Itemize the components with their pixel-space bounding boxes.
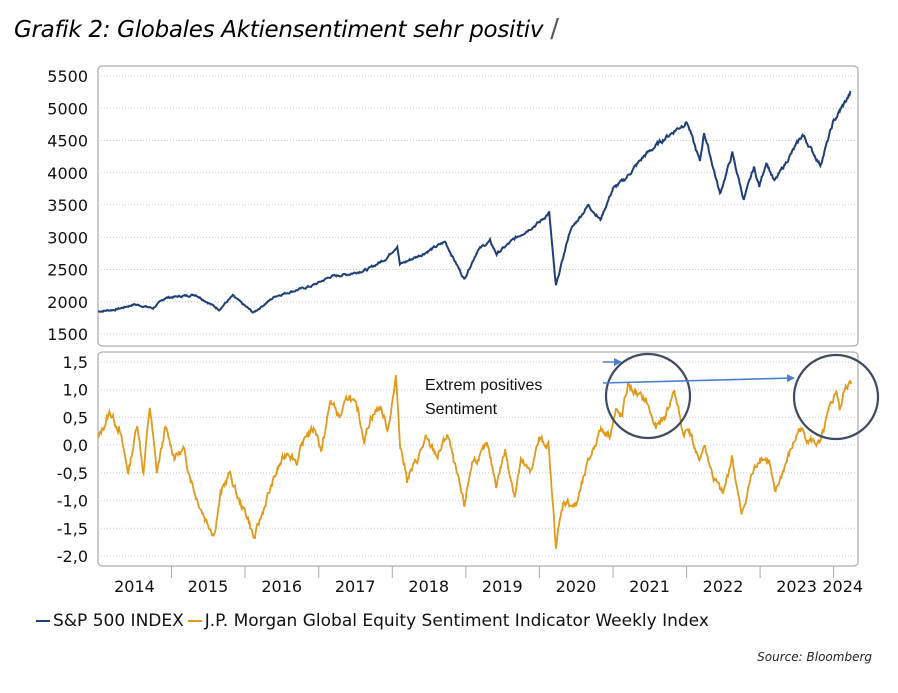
sp500-y-tick-label: 1500 [47,325,88,344]
sentiment-y-tick-label: -1,0 [57,492,88,511]
legend-entry-sentiment: J.P. Morgan Global Equity Sentiment Indi… [187,611,709,631]
x-tick-label: 2015 [188,577,229,596]
x-tick-label: 2016 [261,577,302,596]
sp500-y-tick-label: 4000 [47,164,88,183]
sentiment-y-tick-label: -0,5 [57,464,88,483]
x-axis: 2014 2015 2016 2017 2018 2019 2020 2021 2022 2023… [114,566,863,596]
sentiment-y-tick-label: -1,5 [57,519,88,538]
x-tick-label: 2019 [482,577,523,596]
annotation-line-1: Extrem positives [425,377,542,394]
sentiment-y-tick-label: 1,5 [63,353,88,372]
x-tick-label: 2017 [335,577,376,596]
highlight-circle-2024 [792,353,880,441]
sp500-gridlines [98,75,858,335]
sp500-y-tick-label: 5000 [47,99,88,118]
sentiment-y-tick-labels: 1,5 1,0 0,5 0,0 -0,5 -1,0 -1,5 -2,0 [57,353,88,566]
x-tick-label: 2021 [629,577,670,596]
x-tick-label: 2020 [556,577,597,596]
source-note: Source: Bloomberg [757,650,872,664]
x-tick-label: 2023 [776,577,817,596]
sp500-y-tick-label: 2500 [47,261,88,280]
sentiment-y-tick-label: 1,0 [63,381,88,400]
x-tick-label: 2022 [703,577,744,596]
sp500-y-tick-label: 3000 [47,228,88,247]
sp500-y-tick-label: 5500 [47,67,88,86]
legend-swatch-sp500 [36,620,50,622]
sentiment-y-tick-label: 0,0 [63,436,88,455]
title-slash-mark: / [550,14,559,44]
sentiment-panel: 1,5 1,0 0,5 0,0 -0,5 -1,0 -1,5 -2,0 Extrem posi… [57,351,880,567]
chart-title: Grafik 2: Globales Aktiensentiment sehr … [14,14,559,44]
sentiment-y-tick-label: -2,0 [57,547,88,566]
sentiment-y-tick-label: 0,5 [63,408,88,427]
sentiment-series-line [97,374,853,549]
legend-entry-sp500: S&P 500 INDEX [36,611,184,631]
sp500-panel: 5500 5000 4500 4000 3500 3000 2500 2000 1500 [47,65,859,347]
x-tick-label: 2024 [822,577,863,596]
sp500-y-tick-labels: 5500 5000 4500 4000 3500 3000 2500 2000 1500 [47,67,88,344]
x-tick-label: 2014 [114,577,155,596]
sp500-y-tick-label: 3500 [47,196,88,215]
long-arrow [602,374,795,384]
annotation-arrows [602,358,795,384]
sp500-y-tick-label: 4500 [47,132,88,151]
annotation-line-2: Sentiment [425,401,498,418]
sp500-y-tick-label: 2000 [47,293,88,312]
sentiment-gridlines [98,361,858,557]
legend-swatch-sentiment [187,620,202,622]
legend: S&P 500 INDEX J.P. Morgan Global Equity S… [36,611,713,631]
x-tick-label: 2018 [408,577,449,596]
highlight-circle-2021 [604,352,692,440]
sp500-series-line [97,90,852,314]
